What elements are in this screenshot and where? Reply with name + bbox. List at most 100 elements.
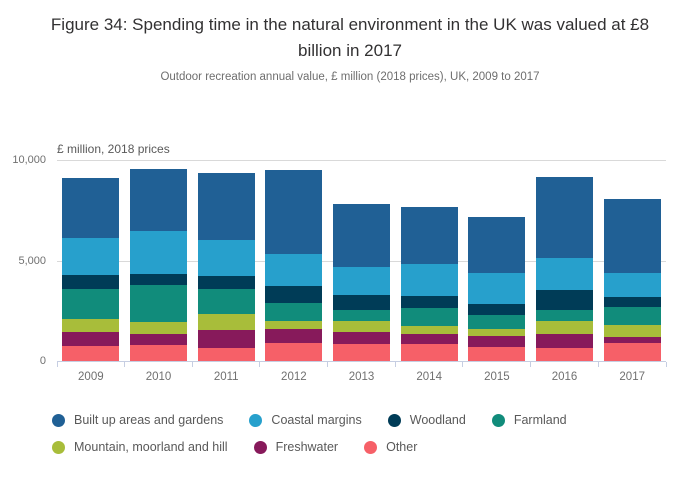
- bar-segment[interactable]: [130, 273, 187, 285]
- bar-segment[interactable]: [536, 290, 594, 310]
- bar-segment[interactable]: [468, 273, 526, 305]
- legend-item[interactable]: Coastal margins: [249, 413, 362, 427]
- x-tick-label-2017: 2017: [619, 371, 645, 383]
- x-axis-tick: [259, 362, 261, 367]
- legend-marker-icon: [52, 440, 65, 454]
- bar-segment[interactable]: [603, 336, 661, 344]
- bar-segment[interactable]: [536, 176, 594, 259]
- bar-segment[interactable]: [62, 237, 120, 275]
- bar-group-2014: [395, 160, 463, 361]
- bar-segment[interactable]: [603, 296, 661, 307]
- x-tick-label-2011: 2011: [213, 371, 239, 383]
- bar-segment[interactable]: [400, 334, 458, 345]
- x-axis-tick: [191, 362, 193, 367]
- bar-segment[interactable]: [130, 345, 187, 361]
- bar-group-2016: [531, 160, 599, 361]
- bar-segment[interactable]: [197, 330, 255, 348]
- bar-segment[interactable]: [536, 258, 594, 291]
- gridline-10000: [57, 160, 666, 161]
- bar-segment[interactable]: [197, 313, 255, 331]
- bar-segment[interactable]: [400, 206, 458, 265]
- bar-segment[interactable]: [333, 320, 391, 332]
- bar-segment[interactable]: [197, 289, 255, 314]
- bar-segment[interactable]: [333, 295, 391, 311]
- x-axis-tick: [530, 362, 532, 367]
- bar-segment[interactable]: [130, 322, 187, 334]
- bar-segment[interactable]: [468, 346, 526, 361]
- bar-segment[interactable]: [333, 266, 391, 296]
- bar-segment[interactable]: [130, 333, 187, 346]
- bar-segment[interactable]: [400, 295, 458, 308]
- x-axis-tick: [462, 362, 464, 367]
- chart-subtitle: Outdoor recreation annual value, £ milli…: [160, 71, 540, 83]
- stacked-bar-2017: [603, 160, 661, 361]
- stacked-bar-2014: [400, 160, 458, 361]
- legend-item[interactable]: Farmland: [491, 413, 567, 427]
- legend-marker-icon: [249, 413, 263, 427]
- x-axis-labels: 2009 2010 2011 2012 2013 2014 2015 2016 2017: [57, 362, 666, 383]
- stacked-bar-2010: [130, 160, 187, 361]
- bar-segment[interactable]: [536, 334, 594, 348]
- bar-segment[interactable]: [603, 272, 661, 297]
- bar-segment[interactable]: [62, 289, 120, 320]
- bar-segment[interactable]: [468, 329, 526, 337]
- x-axis-tick: [124, 362, 126, 367]
- bar-segment[interactable]: [333, 310, 391, 321]
- x-tick-label-2015: 2015: [484, 371, 510, 383]
- bar-segment[interactable]: [400, 326, 458, 335]
- bar-segment[interactable]: [265, 253, 323, 287]
- bar-segment[interactable]: [197, 275, 255, 290]
- x-tick-label-2010: 2010: [145, 371, 172, 383]
- bar-segment[interactable]: [536, 347, 594, 361]
- legend-item[interactable]: Other: [364, 440, 417, 454]
- bar-segment[interactable]: [536, 309, 594, 322]
- plot-area: £ million, 2018 prices 10,000 5,000 0: [12, 142, 667, 367]
- bar-segment[interactable]: [265, 342, 323, 361]
- bar-segment[interactable]: [265, 169, 323, 254]
- legend-item[interactable]: Freshwater: [253, 440, 338, 454]
- bar-segment[interactable]: [400, 264, 458, 296]
- bar-segment[interactable]: [265, 320, 323, 330]
- y-axis-title: £ million, 2018 prices: [57, 142, 170, 156]
- legend-marker-icon: [491, 413, 505, 427]
- bar-segment[interactable]: [333, 204, 391, 267]
- bar-segment[interactable]: [333, 331, 391, 344]
- bar-segment[interactable]: [62, 319, 120, 333]
- bar-segment[interactable]: [62, 177, 120, 238]
- bar-segment[interactable]: [603, 198, 661, 273]
- bar-segment[interactable]: [468, 304, 526, 316]
- legend-marker-icon: [364, 440, 378, 454]
- bar-segment[interactable]: [130, 168, 187, 231]
- bar-segment[interactable]: [130, 230, 187, 274]
- bar-group-2015: [463, 160, 531, 361]
- bar-segment[interactable]: [265, 329, 323, 343]
- bar-segment[interactable]: [468, 315, 526, 330]
- bar-segment[interactable]: [62, 332, 120, 346]
- bar-segment[interactable]: [62, 274, 120, 290]
- legend-item[interactable]: Mountain, moorland and hill: [52, 440, 228, 454]
- bar-segment[interactable]: [468, 336, 526, 347]
- bar-segment[interactable]: [603, 324, 661, 337]
- bar-segment[interactable]: [197, 172, 255, 240]
- bar-group-2009: [57, 160, 125, 361]
- bar-segment[interactable]: [333, 343, 391, 361]
- bar-segment[interactable]: [400, 344, 458, 361]
- bar-segment[interactable]: [197, 239, 255, 276]
- x-axis-tick: [597, 362, 599, 367]
- bar-segment[interactable]: [400, 307, 458, 327]
- bar-segment[interactable]: [130, 284, 187, 323]
- bar-segment[interactable]: [536, 321, 594, 335]
- x-axis-tick: [56, 362, 58, 367]
- bar-segment[interactable]: [265, 286, 323, 303]
- bar-segment[interactable]: [603, 343, 661, 361]
- legend-item[interactable]: Built up areas and gardens: [52, 413, 223, 427]
- legend-label: Farmland: [513, 413, 567, 427]
- bar-segment[interactable]: [603, 306, 661, 325]
- y-tick-label-5000: 5,000: [18, 254, 46, 267]
- bar-segment[interactable]: [468, 216, 526, 274]
- bar-segment[interactable]: [62, 345, 120, 361]
- legend-item[interactable]: Woodland: [387, 413, 466, 427]
- bar-segment[interactable]: [265, 302, 323, 321]
- bar-segment[interactable]: [197, 347, 255, 361]
- legend-label: Woodland: [409, 413, 466, 427]
